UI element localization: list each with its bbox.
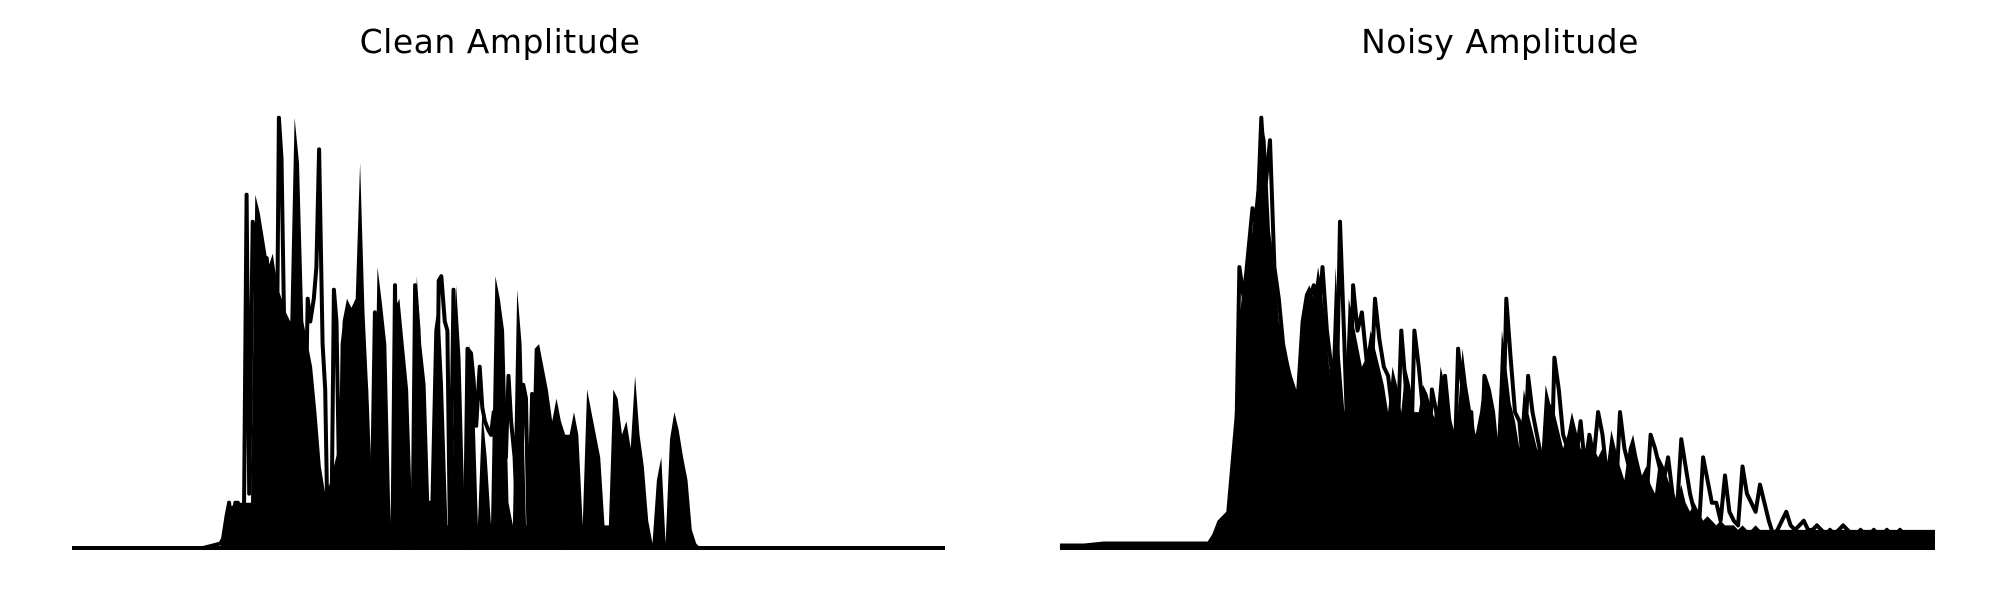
chart-title-noisy: Noisy Amplitude xyxy=(1361,22,1639,61)
clean-amplitude-panel: Clean Amplitude xyxy=(72,22,945,550)
noisy-amplitude-panel: Noisy Amplitude xyxy=(1000,0,2000,600)
clean-amplitude-line xyxy=(72,115,945,550)
chart-title-clean: Clean Amplitude xyxy=(359,22,641,61)
noisy-amplitude-line xyxy=(1059,115,1935,550)
clean-amplitude-envelope xyxy=(72,117,945,548)
noisy-amplitude-plot xyxy=(1059,115,1935,550)
clean-amplitude-plot xyxy=(72,115,945,550)
noisy-amplitude-envelope xyxy=(1060,117,1935,548)
